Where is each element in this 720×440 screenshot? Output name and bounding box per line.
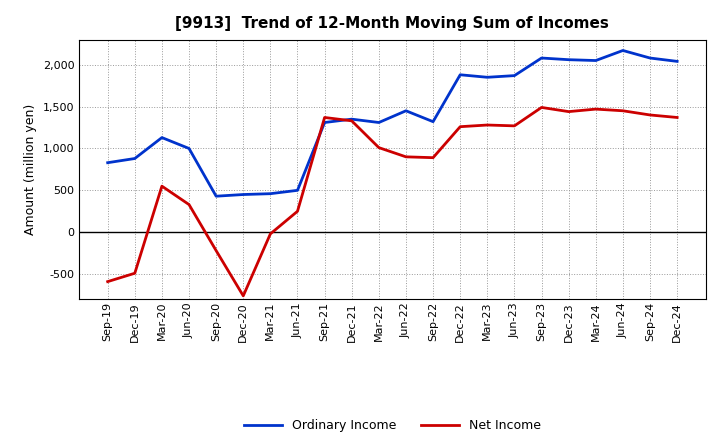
Net Income <box>646 112 654 117</box>
Net Income <box>564 109 573 114</box>
Net Income <box>266 231 275 237</box>
Net Income <box>320 115 329 120</box>
Net Income <box>510 123 518 128</box>
Net Income <box>672 115 681 120</box>
Ordinary Income <box>428 119 437 125</box>
Ordinary Income <box>185 146 194 151</box>
Net Income <box>239 293 248 298</box>
Net Income <box>402 154 410 159</box>
Ordinary Income <box>320 120 329 125</box>
Ordinary Income <box>293 188 302 193</box>
Net Income <box>456 124 464 129</box>
Net Income <box>374 145 383 150</box>
Net Income <box>158 183 166 189</box>
Net Income <box>537 105 546 110</box>
Ordinary Income <box>483 75 492 80</box>
Ordinary Income <box>266 191 275 196</box>
Net Income <box>591 106 600 112</box>
Net Income <box>293 209 302 214</box>
Net Income <box>130 271 139 276</box>
Net Income <box>483 122 492 128</box>
Ordinary Income <box>212 194 220 199</box>
Net Income <box>428 155 437 160</box>
Net Income <box>185 202 194 207</box>
Ordinary Income <box>537 55 546 61</box>
Line: Ordinary Income: Ordinary Income <box>108 51 677 196</box>
Line: Net Income: Net Income <box>108 107 677 296</box>
Ordinary Income <box>618 48 627 53</box>
Net Income <box>212 248 220 253</box>
Ordinary Income <box>591 58 600 63</box>
Ordinary Income <box>672 59 681 64</box>
Ordinary Income <box>646 55 654 61</box>
Ordinary Income <box>456 72 464 77</box>
Ordinary Income <box>239 192 248 197</box>
Ordinary Income <box>348 117 356 122</box>
Net Income <box>104 279 112 284</box>
Ordinary Income <box>510 73 518 78</box>
Legend: Ordinary Income, Net Income: Ordinary Income, Net Income <box>239 414 546 437</box>
Net Income <box>618 108 627 114</box>
Y-axis label: Amount (million yen): Amount (million yen) <box>24 104 37 235</box>
Net Income <box>348 118 356 124</box>
Title: [9913]  Trend of 12-Month Moving Sum of Incomes: [9913] Trend of 12-Month Moving Sum of I… <box>176 16 609 32</box>
Ordinary Income <box>158 135 166 140</box>
Ordinary Income <box>130 156 139 161</box>
Ordinary Income <box>402 108 410 114</box>
Ordinary Income <box>104 160 112 165</box>
Ordinary Income <box>374 120 383 125</box>
Ordinary Income <box>564 57 573 62</box>
